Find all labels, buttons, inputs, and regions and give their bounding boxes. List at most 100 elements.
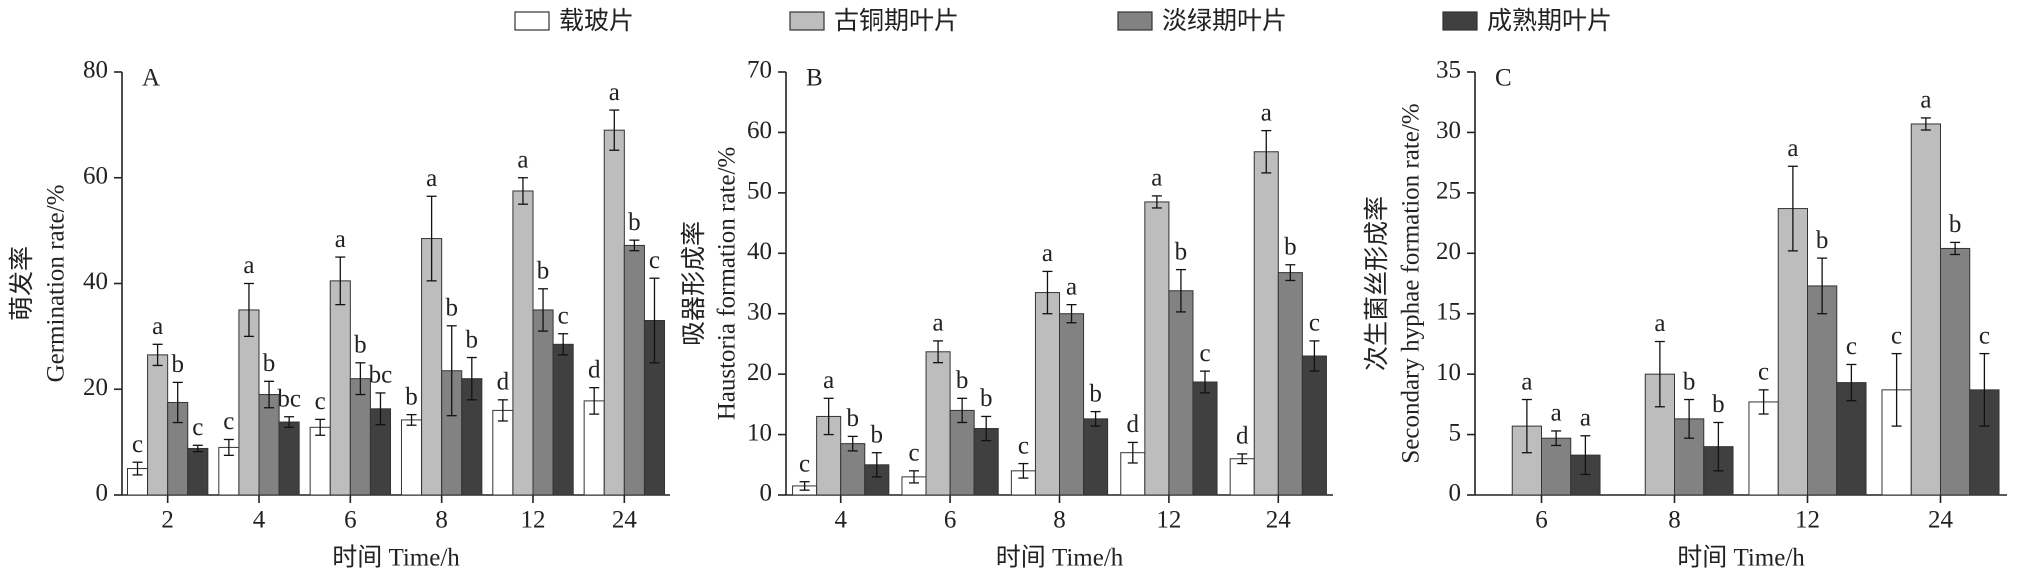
y-axis-title: Haustoria formation rate/% — [714, 147, 741, 421]
significance-label: b — [537, 258, 550, 285]
significance-label: a — [1654, 310, 1665, 337]
bar — [1910, 123, 1941, 496]
bar — [1059, 313, 1085, 496]
y-tick-label: 80 — [83, 57, 108, 84]
bar — [1083, 418, 1109, 496]
bar — [840, 443, 866, 496]
significance-label: a — [1066, 273, 1077, 300]
x-tick-label: 6 — [944, 507, 957, 534]
panel-label: C — [1495, 65, 1512, 92]
legend-swatch — [789, 11, 825, 31]
significance-label: c — [315, 388, 326, 415]
significance-label: b — [171, 351, 184, 378]
x-tick-label: 6 — [1535, 507, 1548, 534]
significance-label: a — [335, 226, 346, 253]
x-axis-title: 时间 Time/h — [332, 544, 460, 572]
bar — [309, 426, 331, 496]
bar — [278, 421, 300, 496]
significance-label: a — [1261, 99, 1272, 126]
significance-label: a — [1920, 87, 1931, 114]
significance-label: b — [846, 405, 859, 432]
bar — [1541, 437, 1572, 496]
bar — [532, 309, 554, 496]
significance-label: b — [1712, 391, 1725, 418]
y-tick-label: 15 — [1436, 298, 1461, 325]
significance-label: c — [192, 414, 203, 441]
bar — [492, 409, 514, 496]
significance-label: a — [823, 367, 834, 394]
bar — [552, 343, 574, 496]
x-tick-label: 4 — [834, 507, 847, 534]
y-tick-label: 60 — [747, 117, 772, 144]
significance-label: c — [1758, 359, 1769, 386]
y-tick-label: 20 — [83, 374, 108, 401]
bar — [1034, 292, 1061, 496]
significance-label: a — [517, 146, 528, 173]
significance-label: b — [1949, 211, 1962, 238]
y-tick-label: 40 — [83, 268, 108, 295]
significance-label: b — [445, 295, 458, 322]
y-tick-label: 70 — [747, 57, 772, 84]
bar — [329, 280, 351, 496]
significance-label: b — [956, 367, 969, 394]
x-tick-label: 24 — [1928, 507, 1954, 534]
bar — [258, 394, 280, 496]
y-tick-label: 20 — [1436, 238, 1461, 265]
significance-label: b — [1816, 227, 1829, 254]
y-tick-label: 35 — [1436, 57, 1461, 84]
x-tick-label: 8 — [1668, 507, 1681, 534]
bar — [949, 409, 975, 496]
legend-swatch — [1117, 11, 1153, 31]
significance-label: c — [1979, 322, 1990, 349]
significance-label: b — [1175, 238, 1188, 265]
significance-label: a — [1580, 405, 1591, 432]
x-tick-label: 8 — [435, 507, 448, 534]
x-tick-label: 2 — [161, 507, 174, 534]
significance-label: c — [1891, 322, 1902, 349]
significance-label: d — [588, 356, 601, 383]
x-tick-label: 12 — [521, 507, 546, 534]
x-axis-title: 时间 Time/h — [1677, 544, 1805, 572]
significance-label: c — [908, 440, 919, 467]
x-tick-label: 12 — [1795, 507, 1820, 534]
x-tick-label: 8 — [1053, 507, 1066, 534]
significance-label: a — [1551, 400, 1562, 427]
significance-label: bc — [277, 385, 301, 412]
significance-label: b — [354, 332, 367, 359]
bar — [1777, 208, 1808, 496]
y-tick-label: 10 — [1436, 359, 1461, 386]
y-tick-label: 25 — [1436, 178, 1461, 205]
bar — [147, 354, 169, 496]
y-axis-title: 萌发率 — [7, 246, 36, 321]
x-tick-label: 24 — [612, 507, 638, 534]
bar — [349, 378, 371, 496]
bar — [603, 129, 625, 496]
significance-label: a — [609, 79, 620, 106]
y-tick-label: 60 — [83, 162, 108, 189]
bar — [400, 419, 423, 496]
bar — [1301, 355, 1327, 496]
y-tick-label: 30 — [747, 298, 772, 325]
y-axis-title: 吸器形成率 — [679, 221, 708, 346]
significance-label: c — [223, 408, 234, 435]
significance-label: a — [426, 165, 437, 192]
significance-label: c — [132, 431, 143, 458]
panel-label: B — [806, 65, 823, 92]
y-tick-label: 40 — [747, 238, 772, 265]
significance-label: a — [1521, 368, 1532, 395]
bar — [238, 309, 260, 496]
bar — [1253, 151, 1279, 496]
significance-label: a — [152, 313, 163, 340]
significance-label: a — [243, 252, 254, 279]
x-axis-title: 时间 Time/h — [996, 544, 1124, 572]
significance-label: c — [1199, 340, 1210, 367]
panel-label: A — [142, 65, 160, 92]
bar — [512, 190, 534, 496]
legend-swatch — [514, 11, 550, 31]
significance-label: c — [799, 450, 810, 477]
bar — [1940, 247, 1971, 496]
y-tick-label: 10 — [747, 419, 772, 446]
legend-label: 载玻片 — [559, 6, 634, 35]
y-tick-label: 20 — [747, 359, 772, 386]
